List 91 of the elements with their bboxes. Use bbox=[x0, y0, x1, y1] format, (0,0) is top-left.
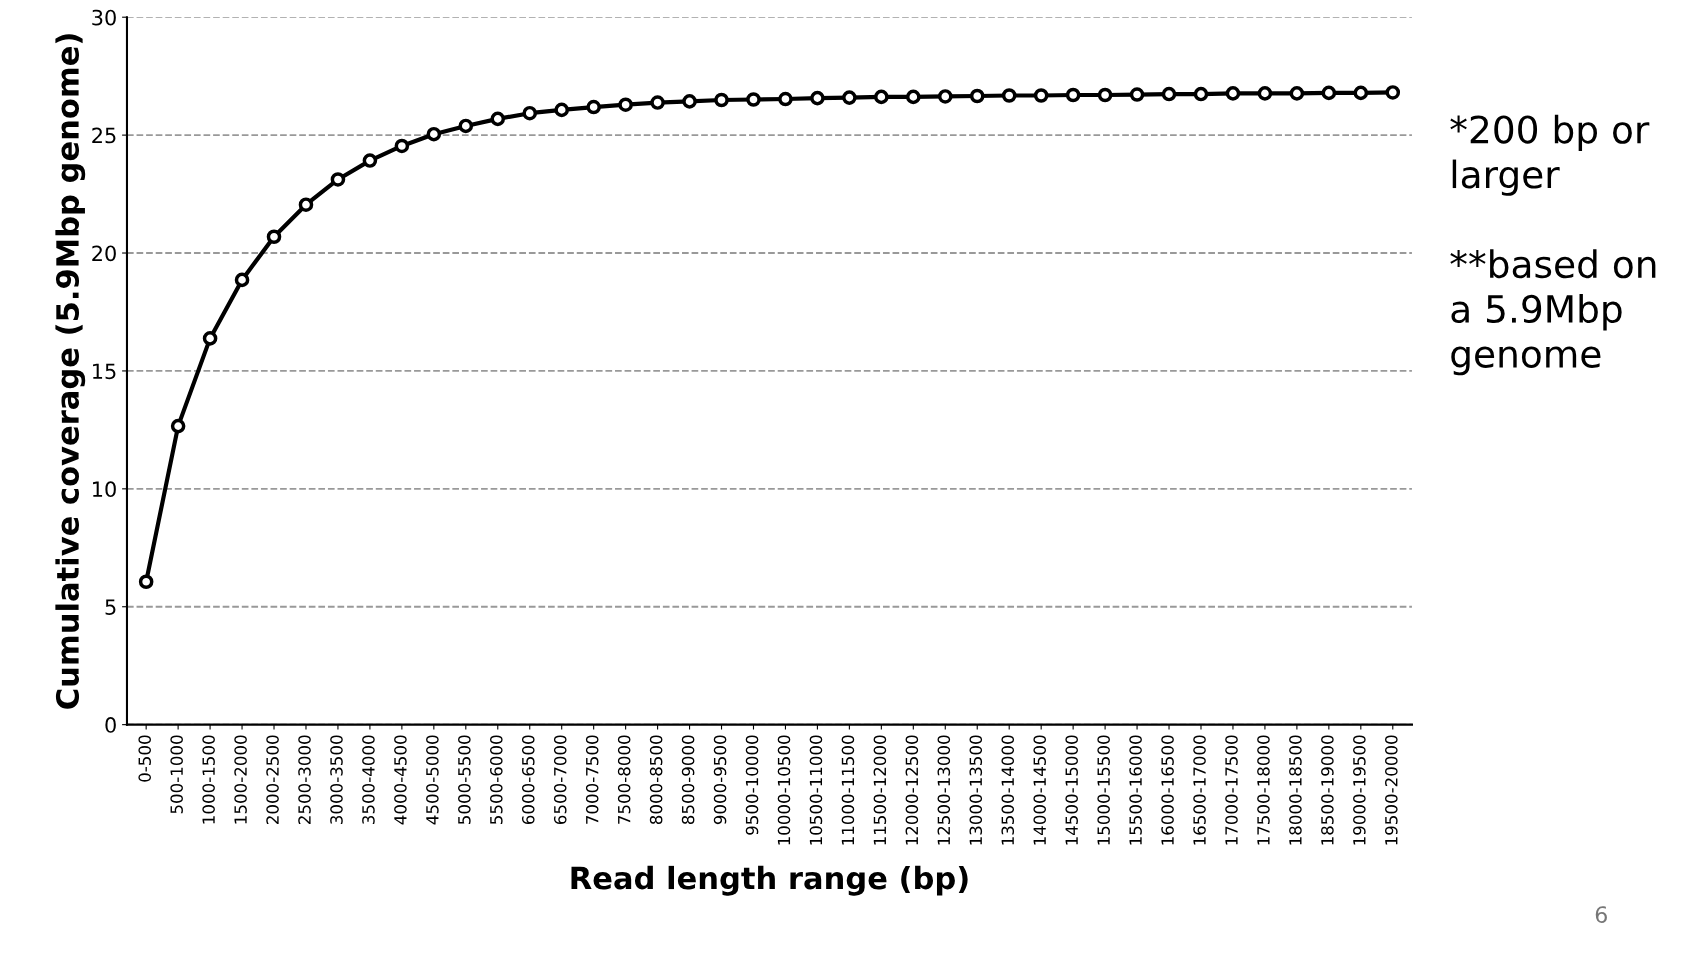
x-tick-label: 4000-4500 bbox=[394, 735, 407, 825]
point bbox=[458, 118, 474, 134]
point bbox=[906, 89, 921, 105]
x-axis-title: Read length range (bp) bbox=[571, 865, 968, 896]
x-tick-label: 18500-19000 bbox=[1321, 735, 1334, 845]
point bbox=[522, 105, 538, 121]
x-tick-label: 2000-2500 bbox=[266, 735, 279, 824]
x-tick-label: 6000-6500 bbox=[521, 735, 535, 825]
x-tick-label: 15000-15500 bbox=[1097, 735, 1110, 845]
point bbox=[202, 331, 218, 346]
x-tick-label: 8500-9000 bbox=[681, 735, 695, 825]
x-tick-label: 5000-5500 bbox=[458, 735, 471, 824]
x-tick-label: 17500-18000 bbox=[1257, 735, 1270, 845]
y-tick-label: 30 bbox=[92, 9, 116, 26]
point bbox=[682, 94, 697, 109]
x-tick-label: 4500-5000 bbox=[426, 735, 439, 825]
x-tick-label: 1500-2000 bbox=[234, 735, 247, 824]
x-tick-label: 11000-11500 bbox=[841, 735, 855, 845]
x-tick-label: 7000-7500 bbox=[585, 735, 599, 824]
point bbox=[234, 272, 250, 288]
point bbox=[1225, 86, 1241, 101]
x-tick-label: 10000-10500 bbox=[777, 735, 791, 845]
y-tick-label: 5 bbox=[105, 599, 116, 615]
x-tick-label: 9000-9500 bbox=[713, 735, 727, 825]
point bbox=[937, 89, 953, 104]
point bbox=[1065, 87, 1081, 103]
point bbox=[1001, 88, 1017, 103]
point bbox=[1257, 86, 1273, 101]
point bbox=[1161, 86, 1177, 102]
y-axis-title: Cumulative coverage (5.9Mbp genome) bbox=[55, 34, 86, 709]
x-tick-label: 2500-3000 bbox=[298, 735, 311, 824]
x-tick-label: 19000-19500 bbox=[1353, 735, 1366, 845]
point bbox=[266, 229, 282, 245]
x-tick-label: 1000-1500 bbox=[202, 735, 215, 824]
point bbox=[1321, 85, 1337, 101]
x-tick-label: 0-500 bbox=[138, 735, 151, 782]
x-tick-label: 17000-17500 bbox=[1225, 735, 1238, 845]
point bbox=[586, 99, 601, 115]
x-tick-label: 500-1000 bbox=[170, 735, 183, 814]
text: *200 bp or larger **based on a 5.9Mbp genome bbox=[1450, 114, 1656, 376]
point bbox=[874, 89, 889, 105]
point bbox=[298, 197, 314, 212]
text: 6 bbox=[1595, 906, 1607, 924]
x-tick-label: 5500-6000 bbox=[490, 735, 503, 824]
x-tick-label: 16000-16500 bbox=[1161, 735, 1174, 845]
point bbox=[1033, 88, 1049, 103]
point bbox=[330, 172, 346, 187]
x-tick-label: 3000-3500 bbox=[330, 735, 343, 824]
point bbox=[1289, 86, 1305, 101]
x-tick-label: 7500-8000 bbox=[617, 735, 631, 824]
y-tick-label: 20 bbox=[92, 245, 116, 262]
point bbox=[394, 138, 410, 154]
point bbox=[969, 88, 985, 104]
point bbox=[490, 111, 506, 127]
x-tick-label: 14500-15000 bbox=[1065, 735, 1078, 845]
y-tick-label: 10 bbox=[93, 481, 116, 498]
x-tick-label: 19500-20000 bbox=[1385, 735, 1398, 845]
x-tick-label: 16500-17000 bbox=[1193, 735, 1206, 845]
y-tick-label: 0 bbox=[105, 717, 116, 733]
x-tick-label: 6500-7000 bbox=[553, 735, 567, 825]
point bbox=[426, 126, 442, 142]
point bbox=[362, 153, 378, 168]
point bbox=[554, 102, 569, 118]
x-tick-label: 10500-11000 bbox=[809, 735, 823, 845]
x-tick-label: 11500-12000 bbox=[873, 735, 887, 845]
point bbox=[1385, 85, 1401, 100]
x-tick-label: 18000-18500 bbox=[1289, 735, 1302, 845]
x-tick-label: 9500-10000 bbox=[745, 735, 759, 835]
point bbox=[650, 95, 665, 110]
point bbox=[1193, 86, 1209, 102]
point bbox=[746, 92, 761, 107]
x-tick-label: 12500-13000 bbox=[937, 735, 951, 845]
point bbox=[1129, 87, 1145, 102]
point bbox=[138, 574, 154, 590]
point bbox=[1097, 87, 1113, 103]
point bbox=[810, 90, 825, 106]
x-tick-label: 3500-4000 bbox=[362, 735, 375, 824]
x-tick-label: 12000-12500 bbox=[905, 735, 919, 845]
x-tick-label: 14000-14500 bbox=[1033, 735, 1047, 845]
x-tick-label: 13000-13500 bbox=[969, 735, 983, 845]
point bbox=[714, 92, 729, 108]
point bbox=[842, 90, 857, 105]
point bbox=[778, 91, 793, 107]
x-tick-label: 15500-16000 bbox=[1129, 735, 1142, 845]
x-tick-label: 8000-8500 bbox=[649, 735, 663, 825]
point bbox=[618, 97, 633, 112]
y-tick-label: 25 bbox=[92, 127, 116, 144]
y-tick-label: 15 bbox=[93, 363, 116, 380]
point bbox=[170, 418, 186, 434]
point bbox=[1353, 85, 1369, 101]
x-tick-label: 13500-14000 bbox=[1001, 735, 1015, 845]
